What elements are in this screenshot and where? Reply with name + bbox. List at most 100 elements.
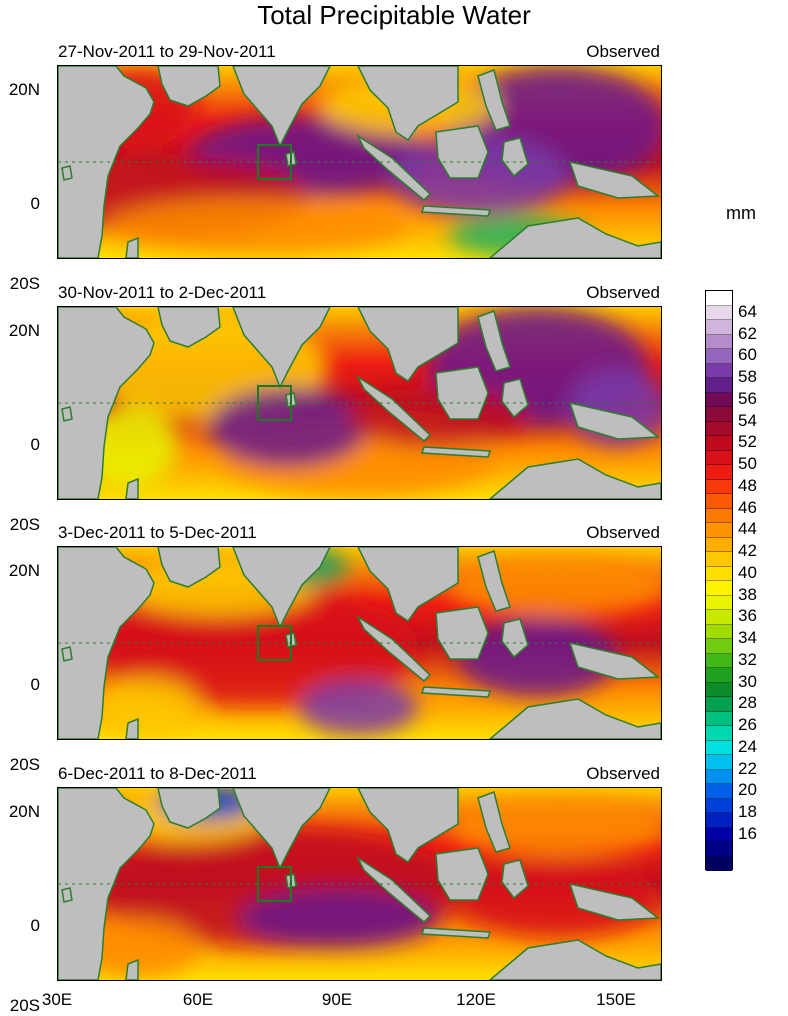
colorbar-segment [706, 755, 732, 770]
colorbar-label: 48 [738, 475, 757, 495]
landmass [357, 547, 459, 623]
landmass [58, 547, 155, 739]
colorbar-segment [706, 465, 732, 480]
lat-label-0: 0 [30, 194, 40, 213]
colorbar-segment [706, 552, 732, 567]
observed-label: Observed [586, 764, 660, 783]
lon-label: 30E [41, 990, 73, 1009]
colorbar-segment [706, 769, 732, 784]
landmass [488, 217, 661, 258]
lat-label-20n: 20N [8, 321, 40, 340]
colorbar-segment [706, 508, 732, 523]
colorbar-segment [706, 827, 732, 842]
date-range-label: 27-Nov-2011 to 29-Nov-2011 [58, 42, 276, 61]
landmass [501, 137, 529, 178]
colorbar-segment [706, 697, 732, 712]
region-box [257, 625, 292, 661]
landmass [501, 378, 529, 419]
colorbar-segment [706, 711, 732, 726]
lat-label-0: 0 [30, 675, 40, 694]
colorbar-segment [706, 291, 732, 306]
colorbar-segment [706, 813, 732, 828]
colorbar-label: 28 [738, 693, 757, 713]
landmass [477, 310, 511, 372]
observed-label: Observed [586, 523, 660, 542]
colorbar-segment [706, 610, 732, 625]
lon-label: 90E [321, 990, 353, 1009]
landmass [232, 547, 331, 629]
colorbar-label: 32 [738, 649, 757, 669]
colorbar-segment [706, 537, 732, 552]
landmass [435, 366, 489, 420]
colorbar-label: 26 [738, 715, 757, 734]
lat-label-0: 0 [30, 435, 40, 454]
landmass [157, 307, 221, 348]
colorbar-segment [706, 392, 732, 407]
colorbar-segment [706, 334, 732, 349]
colorbar-segment [706, 740, 732, 755]
lon-label: 150E [596, 990, 636, 1009]
colorbar-label: 44 [738, 519, 757, 539]
date-range-label: 30-Nov-2011 to 2-Dec-2011 [58, 283, 267, 302]
colorbar-segment [706, 523, 732, 538]
colorbar-segment [706, 668, 732, 683]
landmass [58, 66, 155, 258]
colorbar-label: 34 [738, 628, 757, 647]
colorbar-label: 54 [738, 410, 757, 430]
map-panel: 30-Nov-2011 to 2-Dec-2011 Observed 20N 0… [0, 281, 720, 534]
landmass [356, 374, 432, 443]
colorbar-label: 24 [738, 736, 757, 756]
colorbar-segment [706, 581, 732, 596]
colorbar-label: 30 [738, 671, 757, 691]
landmass [125, 717, 139, 739]
landmass [420, 686, 492, 698]
colorbar-label: 64 [738, 301, 757, 321]
landmass [435, 125, 489, 179]
colorbar-segment [706, 842, 732, 857]
lat-label-20s: 20S [9, 755, 40, 774]
colorbar-label: 36 [738, 606, 757, 626]
landmass [420, 927, 492, 939]
landmass [157, 788, 221, 829]
landmass [568, 882, 661, 921]
landmass [420, 446, 492, 458]
landmass [232, 788, 331, 870]
colorbar-label: 46 [738, 497, 757, 517]
lat-label-20s: 20S [9, 996, 40, 1015]
date-range-label: 6-Dec-2011 to 8-Dec-2011 [58, 764, 257, 783]
colorbar-segment [706, 798, 732, 813]
landmass [356, 614, 432, 683]
landmass [356, 133, 432, 202]
colorbar-segment [706, 363, 732, 378]
region-box [257, 385, 292, 421]
landmass [357, 307, 459, 383]
colorbar-segment [706, 378, 732, 393]
observed-label: Observed [586, 283, 660, 302]
colorbar-label: 22 [738, 758, 757, 778]
landmass [125, 477, 139, 499]
map-panel: 6-Dec-2011 to 8-Dec-2011 Observed 20N 0 … [0, 762, 720, 1015]
lon-label: 60E [182, 990, 214, 1009]
colorbar-segment [706, 436, 732, 451]
colorbar-segment [706, 682, 732, 697]
landmass [61, 646, 73, 662]
colorbar-label: 40 [738, 562, 757, 582]
landmass [435, 847, 489, 901]
colorbar-label: 50 [738, 454, 757, 473]
colorbar [705, 290, 733, 871]
lat-label-20s: 20S [9, 274, 40, 293]
landmass [232, 307, 331, 389]
colorbar-segment [706, 639, 732, 654]
lat-label-20n: 20N [8, 80, 40, 99]
landmass [568, 401, 661, 440]
landmass [61, 887, 73, 903]
landmass [58, 307, 155, 499]
precipitable-water-map [57, 306, 662, 500]
landmass [501, 859, 529, 900]
landmass [356, 855, 432, 924]
region-box [257, 866, 292, 902]
colorbar-segment [706, 305, 732, 320]
colorbar-label: 60 [738, 345, 757, 365]
landmass [61, 165, 73, 181]
landmass [125, 236, 139, 258]
